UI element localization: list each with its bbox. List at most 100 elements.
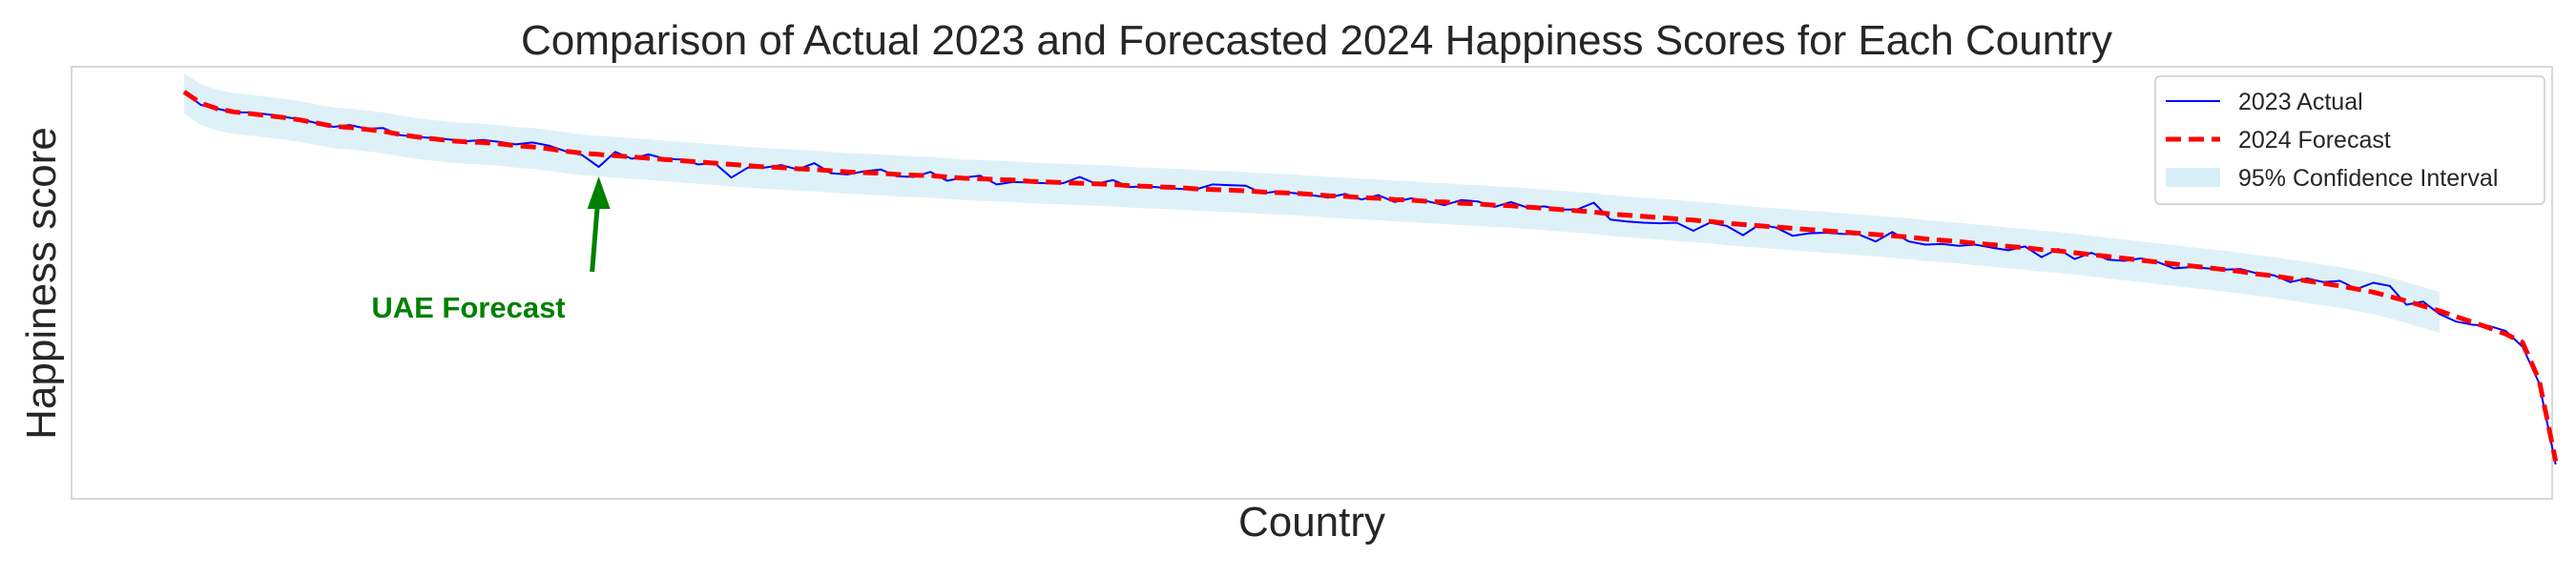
data-point-2024-forecast-96 xyxy=(1759,225,1761,227)
data-point-2024-forecast-84 xyxy=(1560,209,1562,211)
data-point-2023-actual-100 xyxy=(1825,232,1827,234)
data-point-2023-actual-51 xyxy=(1012,181,1014,183)
data-point-2024-forecast-79 xyxy=(1477,203,1479,205)
data-point-2024-forecast-75 xyxy=(1411,199,1413,201)
data-point-2024-forecast-124 xyxy=(2223,269,2225,271)
data-point-2024-forecast-64 xyxy=(1228,190,1230,192)
data-point-2023-actual-105 xyxy=(1908,240,1910,242)
data-point-2023-actual-67 xyxy=(1278,191,1279,193)
data-point-2024-forecast-30 xyxy=(664,158,666,160)
data-point-2023-actual-47 xyxy=(946,180,948,182)
data-point-2023-actual-75 xyxy=(1411,197,1413,199)
data-point-2024-forecast-80 xyxy=(1493,204,1495,206)
data-point-2023-actual-104 xyxy=(1892,232,1894,234)
data-point-2023-actual-113 xyxy=(2041,257,2043,258)
data-point-2024-forecast-68 xyxy=(1295,193,1297,195)
data-point-2024-forecast-138 xyxy=(2456,316,2458,318)
data-point-2024-forecast-61 xyxy=(1178,187,1180,189)
data-point-2024-forecast-32 xyxy=(697,161,699,163)
data-point-2024-forecast-119 xyxy=(2140,259,2142,261)
data-point-2024-forecast-112 xyxy=(2025,247,2026,249)
data-point-2024-forecast-51 xyxy=(1012,179,1014,181)
data-point-2023-actual-103 xyxy=(1875,240,1877,242)
data-point-2023-actual-39 xyxy=(814,162,816,164)
data-point-2024-forecast-136 xyxy=(2422,305,2424,307)
data-point-2023-actual-88 xyxy=(1627,220,1629,222)
data-point-2024-forecast-14 xyxy=(399,134,401,135)
data-point-2024-forecast-70 xyxy=(1328,195,1330,196)
data-point-2023-actual-63 xyxy=(1212,184,1214,186)
data-point-2024-forecast-53 xyxy=(1046,181,1048,183)
data-point-2023-actual-111 xyxy=(2007,250,2009,252)
data-point-2023-actual-78 xyxy=(1461,199,1463,201)
legend-box xyxy=(2154,75,2545,205)
data-point-2024-forecast-56 xyxy=(1095,183,1097,185)
data-point-2024-forecast-7 xyxy=(283,116,285,118)
data-point-2023-actual-70 xyxy=(1328,196,1330,198)
data-point-2024-forecast-91 xyxy=(1676,218,1678,220)
data-point-2023-actual-27 xyxy=(614,152,616,154)
data-point-2023-actual-19 xyxy=(482,139,484,141)
data-point-2023-actual-40 xyxy=(830,173,832,175)
data-point-2023-actual-109 xyxy=(1975,244,1977,246)
data-point-2023-actual-143 xyxy=(2539,382,2541,384)
data-point-2024-forecast-31 xyxy=(681,160,683,162)
data-point-2024-forecast-132 xyxy=(2356,288,2358,290)
data-point-2023-actual-74 xyxy=(1394,201,1396,203)
data-point-2024-forecast-48 xyxy=(963,177,965,179)
data-point-2024-forecast-76 xyxy=(1427,200,1429,202)
data-point-2024-forecast-123 xyxy=(2207,267,2209,269)
data-point-2023-actual-58 xyxy=(1129,186,1131,188)
data-point-2023-actual-142 xyxy=(2522,346,2524,348)
data-point-2024-forecast-18 xyxy=(466,141,467,143)
data-point-2024-forecast-23 xyxy=(549,148,551,150)
data-point-2024-forecast-139 xyxy=(2472,321,2474,323)
data-point-2024-forecast-83 xyxy=(1544,208,1546,210)
uae-annotation: UAE Forecast xyxy=(371,176,611,324)
data-point-2024-forecast-103 xyxy=(1875,234,1877,236)
data-point-2023-actual-118 xyxy=(2124,260,2126,262)
data-point-2024-forecast-125 xyxy=(2240,271,2242,273)
data-point-2024-forecast-21 xyxy=(515,145,517,147)
data-point-2023-actual-101 xyxy=(1841,234,1843,236)
data-point-2023-actual-25 xyxy=(581,155,583,156)
data-point-2024-forecast-37 xyxy=(780,167,782,169)
data-point-2024-forecast-40 xyxy=(830,170,832,172)
data-point-2023-actual-35 xyxy=(747,167,749,169)
data-point-2024-forecast-104 xyxy=(1892,236,1894,237)
data-point-2023-actual-89 xyxy=(1643,222,1645,224)
data-point-2024-forecast-108 xyxy=(1958,240,1960,242)
data-point-2023-actual-41 xyxy=(847,174,849,175)
data-point-2024-forecast-100 xyxy=(1825,230,1827,232)
data-point-2024-forecast-97 xyxy=(1776,226,1777,228)
data-point-2024-forecast-5 xyxy=(250,113,252,114)
data-point-2023-actual-96 xyxy=(1759,224,1761,226)
data-point-2023-actual-90 xyxy=(1659,222,1661,224)
data-point-2024-forecast-92 xyxy=(1693,219,1694,221)
data-point-2024-forecast-66 xyxy=(1261,192,1263,194)
data-point-2023-actual-95 xyxy=(1742,235,1744,237)
data-point-2023-actual-44 xyxy=(897,175,899,177)
data-point-2024-forecast-74 xyxy=(1394,198,1396,200)
data-point-2024-forecast-41 xyxy=(847,172,849,174)
data-point-2024-forecast-65 xyxy=(1245,190,1247,192)
y-axis-label: Happiness score xyxy=(18,127,65,440)
data-point-2024-forecast-55 xyxy=(1079,182,1081,184)
data-point-2024-forecast-127 xyxy=(2273,276,2275,278)
data-point-2024-forecast-101 xyxy=(1841,232,1843,234)
data-point-2024-forecast-6 xyxy=(266,114,268,116)
data-point-2024-forecast-2 xyxy=(200,102,202,104)
data-point-2023-actual-55 xyxy=(1079,176,1081,178)
legend-label-2024-forecast: 2024 Forecast xyxy=(2238,127,2391,154)
data-point-2023-actual-50 xyxy=(996,184,998,186)
data-point-2024-forecast-114 xyxy=(2057,250,2059,252)
data-point-2024-forecast-129 xyxy=(2306,280,2308,282)
data-point-2024-forecast-15 xyxy=(416,136,418,138)
data-point-2023-actual-52 xyxy=(1029,182,1031,184)
data-point-2024-forecast-27 xyxy=(614,155,616,156)
data-point-2024-forecast-122 xyxy=(2191,265,2192,267)
data-point-2024-forecast-20 xyxy=(499,143,501,145)
data-point-2024-forecast-110 xyxy=(1991,244,1993,246)
